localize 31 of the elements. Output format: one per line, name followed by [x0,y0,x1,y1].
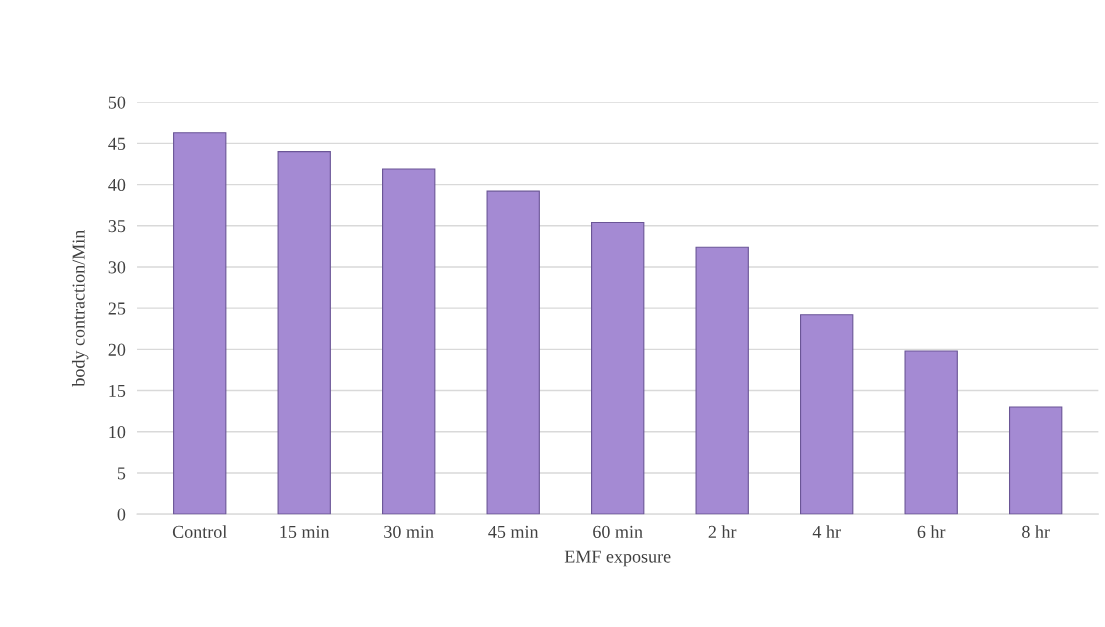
y-tick-label: 50 [108,96,126,109]
bar [486,190,540,515]
bar [904,350,958,515]
y-tick-label: 0 [117,508,126,521]
y-tick-label: 45 [108,137,126,150]
bar [1008,406,1063,515]
x-tick-label: 6 hr [917,525,946,538]
bar [695,246,749,515]
x-tick-label: 15 min [280,525,330,538]
y-tick-label: 10 [109,426,126,439]
bar [591,221,645,515]
y-tick-label: 5 [117,467,126,480]
y-tick-label: 15 [109,384,126,397]
x-tick-label: 8 hr [1022,525,1050,538]
bar [173,132,227,515]
y-tick-label: 35 [108,220,126,233]
x-tick-label: 60 min [593,525,643,538]
y-tick-label: 20 [108,343,126,356]
x-tick-label: 45 min [488,525,539,538]
bar [800,314,854,515]
y-tick-label: 30 [108,261,126,274]
x-tick-label: 4 hr [812,525,841,538]
bar [277,151,331,515]
x-tick-label: Control [172,525,227,538]
x-tick-label: 30 min [384,525,434,538]
y-tick-label: 40 [108,178,126,192]
y-axis-title: body contraction/Min [71,229,89,387]
x-axis-title: EMF exposure [564,550,671,567]
bar [382,168,436,515]
x-tick-label: 2 hr [708,525,737,538]
y-tick-label: 25 [108,302,126,315]
